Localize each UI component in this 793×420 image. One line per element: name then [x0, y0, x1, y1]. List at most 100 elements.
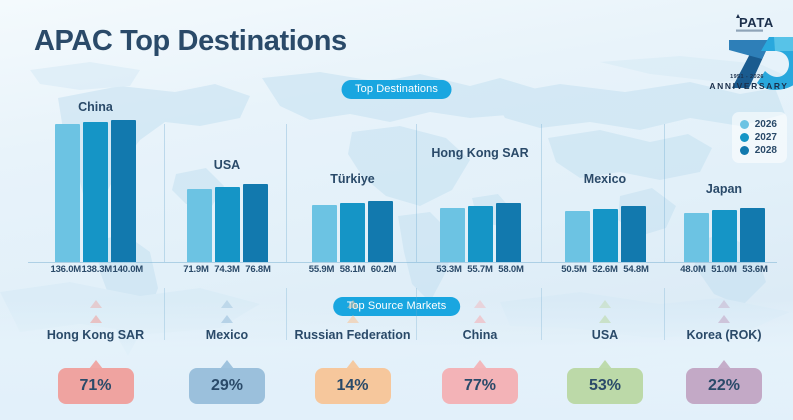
chart-baseline	[28, 262, 777, 263]
source-column-divider	[286, 288, 287, 340]
source-column-divider	[164, 288, 165, 340]
bar-group: Japan 48.0M 51.0M 53.6M	[668, 96, 780, 286]
bar-value-label: 53.3M	[436, 264, 462, 275]
svg-text:PATA: PATA	[739, 15, 774, 30]
bar-value-label: 138.3M	[81, 264, 113, 275]
triangle-marker-icon	[474, 300, 486, 308]
bar-value-labels: 71.9M 74.3M 76.8M	[168, 264, 286, 275]
bar-group-bars	[668, 120, 780, 262]
group-divider	[416, 124, 417, 262]
legend-item: 2028	[739, 144, 777, 157]
svg-text:ANNIVERSARY: ANNIVERSARY	[709, 81, 788, 91]
source-market-share-value: 14%	[336, 377, 369, 394]
bar-2027	[214, 187, 240, 262]
bar-group-bars	[168, 120, 286, 262]
triangle-marker-icon	[346, 315, 359, 323]
group-divider	[164, 124, 165, 262]
pill-top-destinations: Top Destinations	[341, 80, 452, 99]
bar-value-label: 71.9M	[183, 264, 209, 275]
bar-group-bars	[545, 120, 665, 262]
bar-value-label: 55.7M	[467, 264, 493, 275]
legend-color-dot-icon	[739, 133, 749, 142]
bar-value-label: 55.9M	[308, 264, 335, 275]
bar-2026	[55, 124, 80, 262]
bar-value-label: 76.8M	[245, 264, 271, 275]
bar-value-label: 58.1M	[339, 264, 366, 275]
group-divider	[286, 124, 287, 262]
pata-75-anniversary-logo: PATA 1951 - 2026 ANNIVERSARY	[709, 14, 793, 91]
bar-2028	[739, 208, 765, 262]
source-market-name: China	[462, 328, 498, 342]
source-market-share-value: 71%	[79, 377, 112, 394]
triangle-marker-icon	[346, 300, 359, 308]
bar-2026	[683, 213, 709, 262]
source-column-divider	[416, 288, 417, 340]
source-market-share-card: 53%	[567, 368, 643, 404]
triangle-marker-icon	[221, 315, 233, 323]
bar-value-label: 50.5M	[561, 264, 587, 275]
bar-group-label: Japan	[705, 182, 743, 196]
source-market-name: Russian Federation	[294, 328, 411, 342]
source-market-name: Mexico	[205, 328, 249, 342]
triangle-marker-icon	[599, 315, 611, 323]
source-market-name: Hong Kong SAR	[46, 328, 145, 342]
bar-2027	[467, 206, 493, 262]
triangle-marker-icon	[599, 300, 611, 308]
bar-group: Türkiye 55.9M 58.1M 60.2M	[290, 96, 415, 286]
bar-2028	[242, 184, 268, 262]
bar-value-label: 60.2M	[370, 264, 397, 275]
source-column-divider	[664, 288, 665, 340]
bar-group: Hong Kong SAR 53.3M 55.7M 58.0M	[420, 96, 540, 286]
source-markets-section: Hong Kong SAR 71% Mexico 29% Russian Federat…	[0, 286, 793, 420]
triangle-marker-icon	[89, 315, 102, 323]
bar-value-label: 48.0M	[680, 264, 706, 275]
legend-item-label: 2026	[754, 119, 777, 130]
source-market-name: USA	[591, 328, 619, 342]
legend-color-dot-icon	[739, 120, 749, 129]
svg-text:1951 - 2026: 1951 - 2026	[730, 74, 764, 80]
bar-value-label: 136.0M	[50, 264, 82, 275]
source-column-divider	[541, 288, 542, 340]
triangle-marker-icon	[718, 315, 730, 323]
bar-group-bars	[290, 120, 415, 262]
legend-item: 2026	[739, 118, 777, 131]
bar-2027	[340, 203, 365, 262]
source-market-column: Hong Kong SAR 71%	[28, 286, 163, 420]
triangle-marker-icon	[717, 360, 731, 369]
source-market-share-value: 29%	[210, 377, 244, 394]
source-market-name: Korea (ROK)	[686, 328, 762, 342]
bar-value-label: 58.0M	[498, 264, 524, 275]
bar-group-bars	[28, 120, 163, 262]
source-market-share-card: 22%	[686, 368, 762, 404]
group-divider	[664, 124, 665, 262]
bar-group: China 136.0M 138.3M 140.0M	[28, 96, 163, 286]
legend-color-dot-icon	[739, 146, 749, 155]
source-market-column: Russian Federation 14%	[290, 286, 415, 420]
group-divider	[541, 124, 542, 262]
triangle-marker-icon	[221, 300, 233, 308]
bar-2026	[439, 208, 465, 262]
pill-top-source-markets: Top Source Markets	[332, 297, 461, 316]
triangle-marker-icon	[88, 360, 103, 369]
bar-value-labels: 55.9M 58.1M 60.2M	[290, 264, 415, 275]
source-market-column: Korea (ROK) 22%	[668, 286, 780, 420]
bar-2026	[312, 205, 337, 262]
source-market-share-value: 77%	[463, 377, 497, 394]
source-market-column: Mexico 29%	[168, 286, 286, 420]
chart-legend: 2026 2027 2028	[731, 112, 787, 163]
source-market-share-card: 77%	[442, 368, 518, 404]
source-market-share-value: 53%	[588, 377, 622, 394]
bar-group: Mexico 50.5M 52.6M 54.8M	[545, 96, 665, 286]
bar-group-label: Hong Kong SAR	[431, 146, 529, 160]
bar-value-labels: 136.0M 138.3M 140.0M	[28, 264, 163, 275]
triangle-marker-icon	[345, 360, 360, 369]
triangle-marker-icon	[220, 360, 234, 369]
bar-chart: China 136.0M 138.3M 140.0M USA 71.9M 74.3M 76.8…	[0, 96, 793, 286]
source-market-share-card: 71%	[57, 368, 134, 404]
triangle-marker-icon	[598, 360, 612, 369]
bar-2028	[620, 206, 646, 262]
bar-group-label: Mexico	[583, 172, 627, 186]
bar-group-label: China	[78, 100, 113, 114]
source-market-share-card: 14%	[314, 368, 391, 404]
